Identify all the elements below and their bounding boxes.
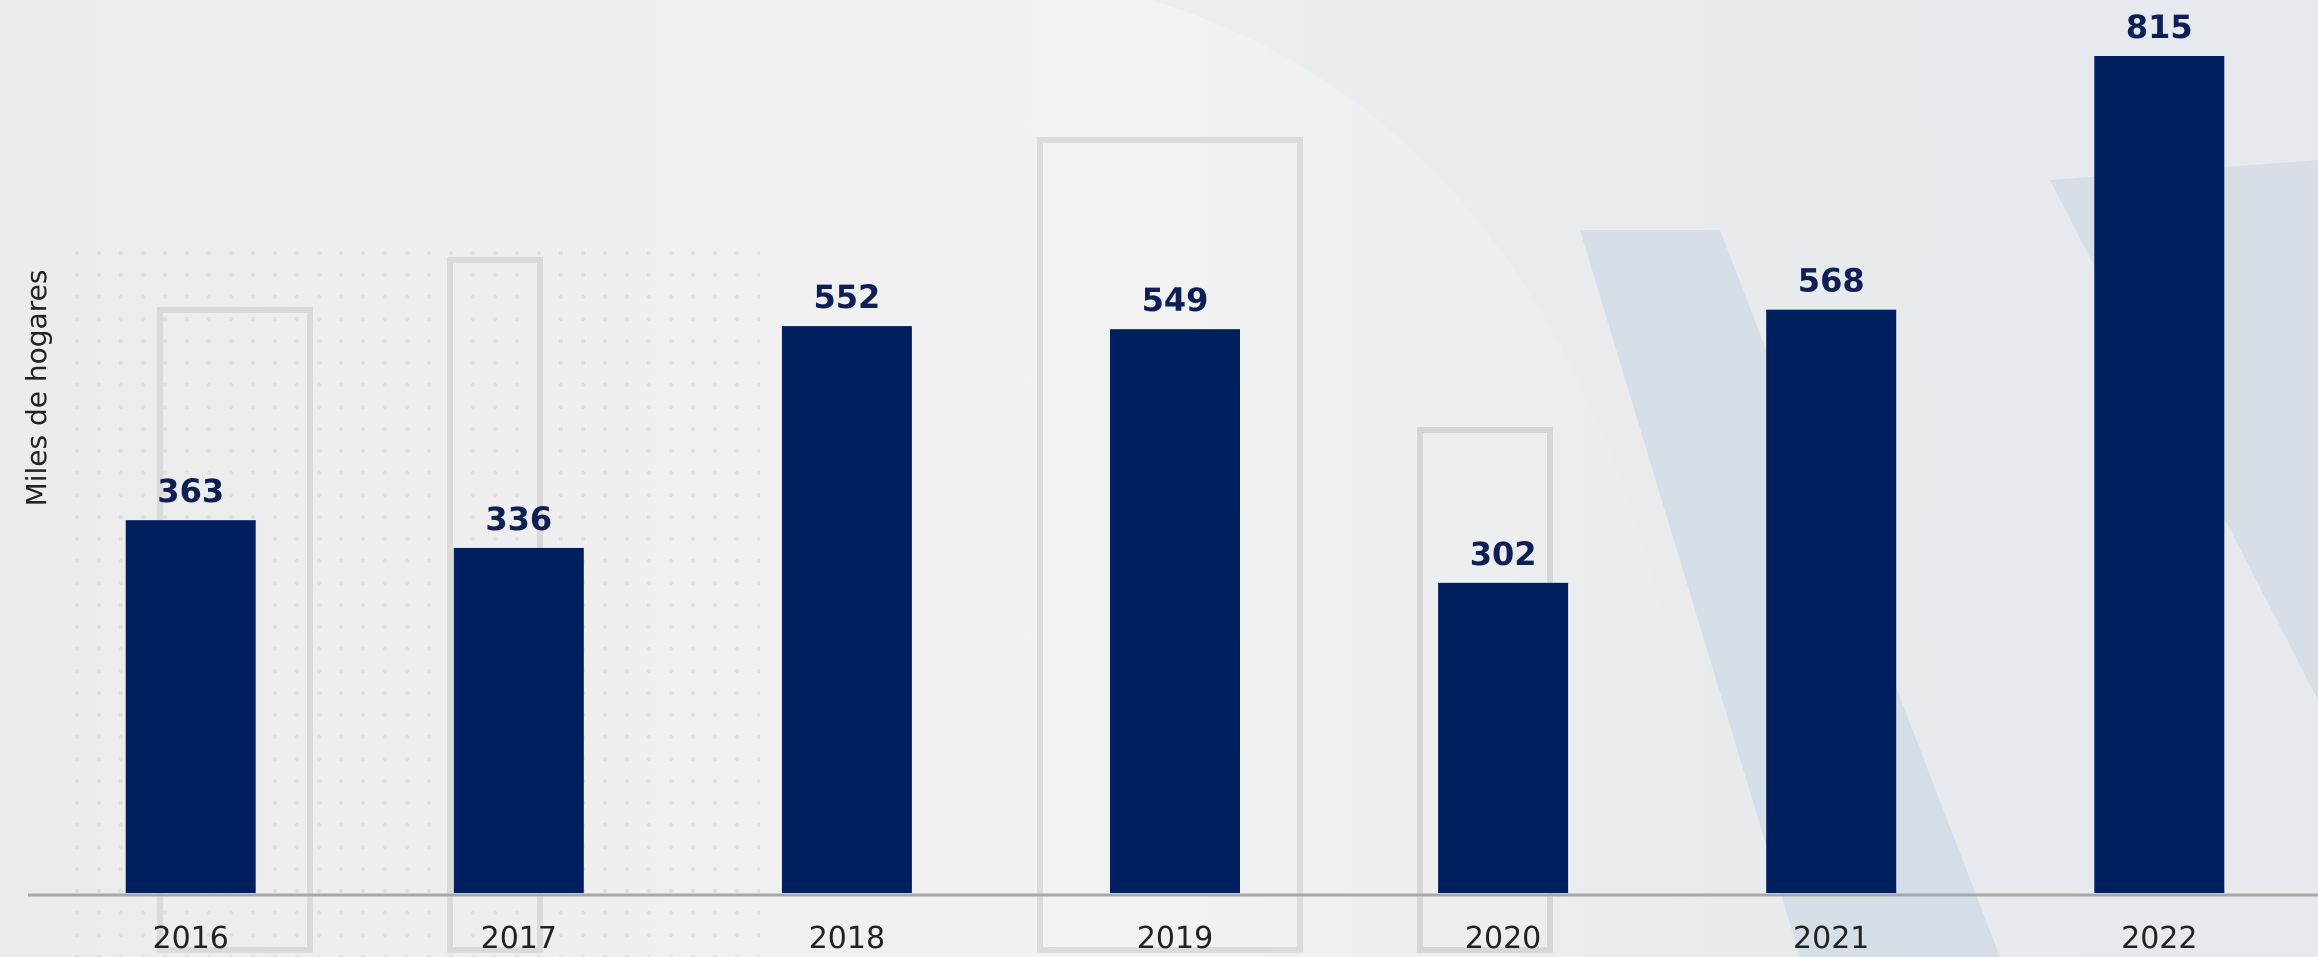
value-label: 363 — [157, 472, 224, 510]
x-tick-label: 2020 — [1465, 921, 1541, 956]
value-label: 302 — [1470, 535, 1537, 573]
value-label: 568 — [1798, 262, 1865, 300]
bar — [1766, 309, 1897, 893]
x-tick-label: 2018 — [809, 921, 885, 956]
value-label: 336 — [485, 500, 552, 538]
value-label: 552 — [814, 278, 881, 316]
bar — [2094, 56, 2225, 893]
bar — [453, 547, 584, 893]
x-tick-label: 2021 — [1793, 921, 1869, 956]
bar — [1110, 329, 1240, 893]
y-axis-label: Miles de hogares — [20, 270, 53, 507]
x-tick-label: 2017 — [481, 921, 557, 956]
x-tick-label: 2016 — [153, 921, 229, 956]
x-tick-label: 2019 — [1137, 921, 1213, 956]
bar — [125, 520, 256, 893]
value-label: 815 — [2126, 8, 2193, 46]
bar — [781, 326, 912, 894]
bar — [1438, 582, 1569, 893]
value-label: 549 — [1142, 281, 1209, 319]
x-tick-label: 2022 — [2121, 921, 2197, 956]
